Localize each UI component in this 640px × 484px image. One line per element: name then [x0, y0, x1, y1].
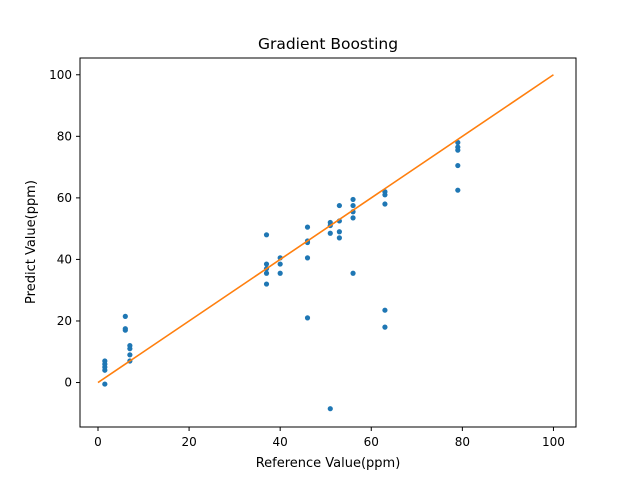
x-tick-label: 80 — [455, 435, 470, 449]
data-point — [455, 187, 461, 193]
data-point — [382, 324, 388, 330]
data-point — [304, 224, 311, 230]
y-tick-label: 80 — [57, 129, 72, 143]
data-point — [102, 358, 108, 364]
reference-line — [97, 74, 554, 384]
chart-title: Gradient Boosting — [258, 35, 398, 53]
x-axis-label: Reference Value(ppm) — [256, 456, 401, 471]
x-tick-label: 100 — [542, 435, 565, 449]
data-point — [263, 232, 270, 238]
data-point — [263, 270, 270, 276]
data-point — [382, 201, 388, 207]
data-point — [327, 230, 333, 236]
data-point — [263, 261, 270, 267]
data-point — [336, 229, 342, 235]
x-tick-label: 40 — [273, 435, 288, 449]
data-point — [382, 192, 388, 198]
y-tick-label: 0 — [64, 376, 72, 390]
data-point — [127, 352, 133, 358]
y-tick-label: 100 — [49, 68, 72, 82]
x-tick-label: 60 — [364, 435, 379, 449]
axis-ticks: 0 20 40 60 80 100 0 20 40 60 80 100 — [49, 68, 565, 449]
data-point — [277, 270, 283, 276]
data-point — [350, 215, 356, 221]
data-point — [127, 346, 133, 352]
data-point — [382, 307, 388, 313]
data-point — [350, 202, 356, 209]
data-point — [277, 261, 283, 267]
data-point — [350, 270, 356, 276]
x-tick-label: 20 — [181, 435, 196, 449]
data-point — [455, 147, 461, 153]
data-point — [350, 196, 356, 203]
data-point — [122, 326, 128, 332]
data-point — [336, 202, 342, 209]
x-tick-label: 0 — [94, 435, 102, 449]
y-tick-label: 20 — [57, 314, 72, 328]
y-tick-label: 40 — [57, 252, 72, 266]
data-point — [263, 281, 270, 287]
data-point — [122, 313, 128, 319]
data-point — [336, 235, 342, 241]
axes-frame — [79, 57, 577, 428]
data-point — [102, 381, 108, 387]
plot-area — [97, 74, 554, 412]
y-tick-label: 60 — [57, 191, 72, 205]
data-point — [455, 162, 461, 169]
data-point — [304, 315, 311, 321]
data-point — [327, 406, 333, 412]
y-axis-label: Predict Value(ppm) — [24, 180, 39, 304]
data-point — [304, 255, 311, 261]
